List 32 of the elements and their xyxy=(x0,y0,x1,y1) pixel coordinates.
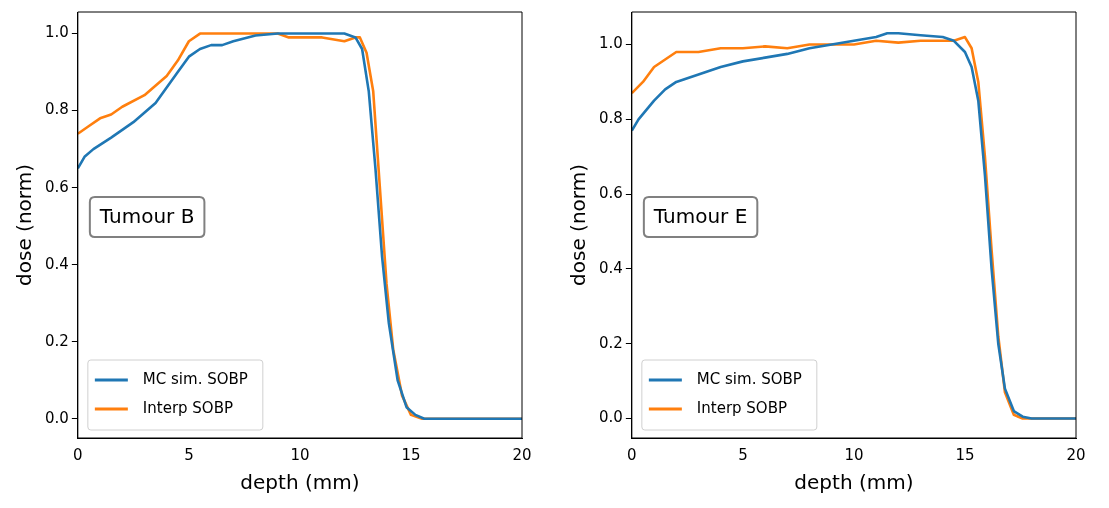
x-tick-label: 15 xyxy=(955,445,975,464)
x-tick-label: 0 xyxy=(73,445,83,464)
y-tick-label: 1.0 xyxy=(45,23,69,42)
x-axis-title: depth (mm) xyxy=(794,470,914,495)
x-axis-title: depth (mm) xyxy=(240,470,360,495)
x-tick-label: 5 xyxy=(738,445,748,464)
legend-label: Interp SOBP xyxy=(696,398,788,417)
y-tick-label: 0.6 xyxy=(45,177,69,196)
x-tick-label: 15 xyxy=(401,445,421,464)
x-tick-label: 10 xyxy=(290,445,310,464)
y-tick-label: 1.0 xyxy=(599,34,623,53)
y-tick-label: 0.6 xyxy=(599,184,623,203)
legend-label: MC sim. SOBP xyxy=(142,369,248,388)
x-tick-label: 10 xyxy=(844,445,864,464)
annotation: Tumour B xyxy=(98,204,195,229)
y-tick-label: 0.0 xyxy=(45,408,69,427)
x-tick-label: 5 xyxy=(184,445,194,464)
y-tick-label: 0.8 xyxy=(45,100,69,119)
x-tick-label: 20 xyxy=(1066,445,1086,464)
y-tick-label: 0.8 xyxy=(599,109,623,128)
legend-label: Interp SOBP xyxy=(142,398,234,417)
y-tick-label: 0.4 xyxy=(599,258,623,277)
y-tick-label: 0.2 xyxy=(45,331,69,350)
y-axis-title: dose (norm) xyxy=(566,164,591,286)
y-tick-label: 0.4 xyxy=(45,254,69,273)
y-tick-label: 0.0 xyxy=(599,408,623,427)
y-axis-title: dose (norm) xyxy=(12,164,37,286)
x-tick-label: 0 xyxy=(627,445,637,464)
annotation: Tumour E xyxy=(652,204,748,229)
legend-label: MC sim. SOBP xyxy=(696,369,802,388)
y-tick-label: 0.2 xyxy=(599,333,623,352)
x-tick-label: 20 xyxy=(512,445,532,464)
